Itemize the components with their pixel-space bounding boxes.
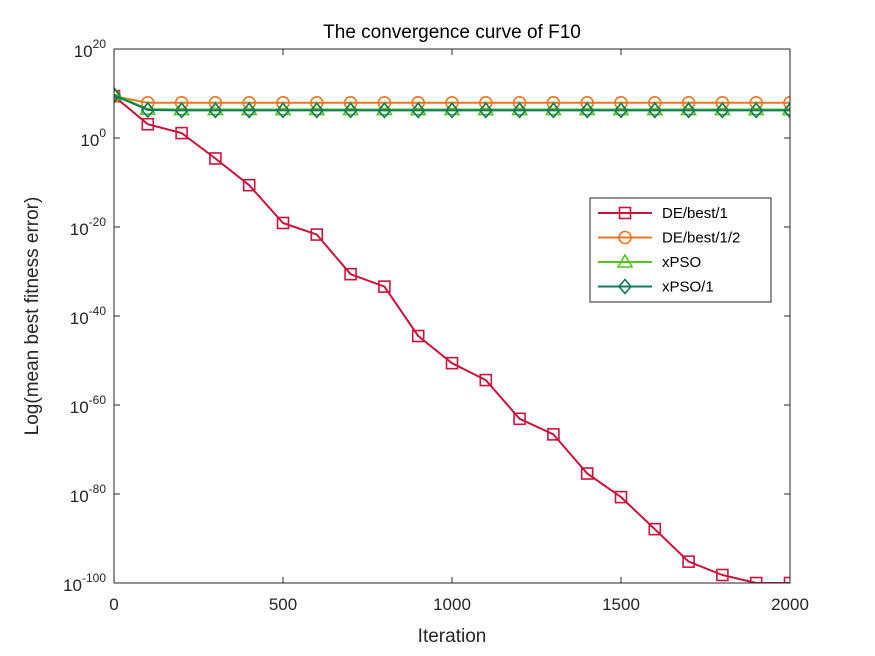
data-point: [478, 102, 493, 119]
y-tick-label: 10-40: [70, 304, 107, 328]
legend-label: DE/best/1: [662, 205, 728, 222]
data-point: [140, 101, 155, 119]
x-tick-label: 2000: [771, 595, 809, 614]
legend-label: DE/best/1/2: [662, 230, 740, 247]
data-point: [344, 267, 357, 281]
series-de-best-1: [114, 89, 790, 583]
data-point: [613, 102, 629, 119]
legend-label: xPSO: [662, 254, 701, 271]
data-point: [411, 102, 426, 119]
legend-item: xPSO: [598, 253, 701, 271]
data-point: [309, 102, 324, 119]
x-tick-label: 1000: [433, 595, 471, 614]
data-point: [343, 102, 358, 119]
series-line: [114, 95, 790, 583]
x-tick-label: 1500: [602, 595, 640, 614]
data-point: [512, 102, 527, 119]
y-axis-label: Log(mean best fitness error): [22, 197, 43, 436]
data-point: [648, 522, 662, 536]
y-tick-label: 1020: [74, 37, 107, 61]
data-point: [783, 96, 790, 110]
data-point: [208, 102, 223, 119]
chart-title: The convergence curve of F10: [323, 22, 581, 43]
legend-marker: [617, 278, 633, 295]
data-point: [445, 356, 459, 370]
data-point: [782, 102, 790, 119]
legend-marker: [616, 253, 634, 268]
data-point: [141, 117, 155, 131]
data-point: [378, 280, 391, 293]
data-point: [275, 102, 291, 119]
data-point: [580, 467, 594, 480]
x-axis-label: Iteration: [418, 626, 487, 647]
series-xpso-1: [114, 87, 790, 119]
data-point: [647, 102, 662, 119]
series-line: [114, 94, 790, 112]
data-point: [546, 102, 561, 119]
y-tick-label: 10-20: [70, 215, 107, 239]
data-point: [242, 178, 256, 192]
y-tick-label: 10-80: [70, 482, 107, 506]
legend-label: xPSO/1: [662, 279, 714, 296]
legend-marker: [618, 230, 632, 245]
data-point: [614, 490, 628, 504]
legend-item: DE/best/1/2: [598, 230, 740, 247]
y-tick-label: 100: [80, 126, 106, 150]
data-point: [310, 228, 324, 241]
data-point: [174, 102, 189, 119]
data-point: [682, 555, 695, 568]
series-layer: [114, 85, 790, 583]
legend-item: DE/best/1: [598, 205, 728, 222]
y-tick-label: 10-100: [63, 571, 106, 595]
data-point: [749, 576, 763, 583]
plot-area: [114, 49, 790, 583]
legend-item: xPSO/1: [598, 278, 714, 296]
data-point: [479, 373, 493, 387]
data-point: [175, 126, 188, 140]
data-point: [276, 216, 290, 230]
data-point: [749, 102, 764, 119]
data-point: [444, 102, 460, 119]
data-point: [377, 102, 392, 119]
tick-layer: 0 500 1000 1500 2000 1020 100 10-20 10-40 10-60 10…: [63, 37, 809, 614]
data-point: [716, 568, 729, 582]
data-point: [242, 102, 257, 119]
data-point: [114, 87, 122, 104]
data-point: [513, 412, 526, 426]
data-point: [715, 102, 730, 119]
data-point: [580, 102, 595, 119]
legend: DE/best/1 DE/best/1/2 xPSO xPSO/1: [589, 197, 772, 303]
data-point: [681, 102, 696, 119]
legend-marker: [618, 206, 632, 220]
x-tick-label: 0: [109, 595, 118, 614]
y-tick-label: 10-60: [70, 393, 107, 417]
x-tick-label: 500: [269, 595, 297, 614]
data-point: [547, 428, 560, 441]
data-point: [209, 152, 222, 165]
data-point: [411, 329, 425, 343]
